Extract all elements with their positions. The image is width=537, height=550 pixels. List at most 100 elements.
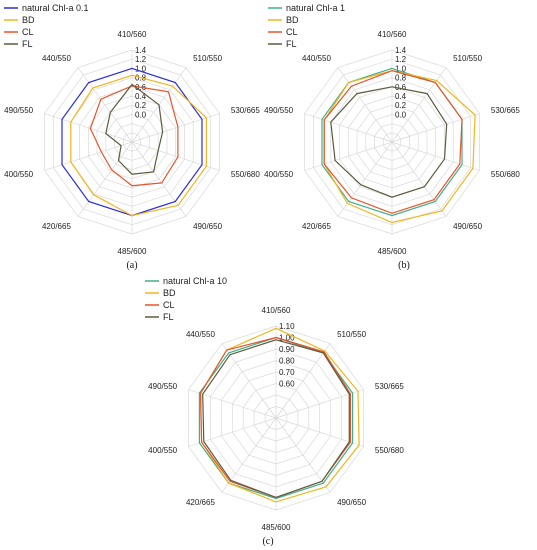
legend-entry: BD: [22, 15, 35, 25]
radar-series-group: [61, 67, 207, 217]
legend-entry: natural Chl-a 10: [163, 276, 227, 286]
grid-spoke: [275, 417, 331, 493]
radial-tick-label: 1.2: [135, 55, 147, 64]
grid-spoke: [391, 113, 480, 143]
legend-entry: FL: [22, 39, 33, 49]
legend: natural Chl-a 0.1 BD CL FL: [4, 3, 89, 49]
radar-grid: [304, 49, 480, 235]
legend-entry: FL: [286, 39, 297, 49]
legend-entry: CL: [286, 27, 298, 37]
category-label: 490/650: [453, 222, 482, 231]
radial-tick-label: 0.2: [135, 101, 147, 110]
radar-chart-a: 0.00.20.40.60.81.01.21.4 410/560 510/550 53…: [4, 3, 260, 271]
category-label: 420/665: [186, 498, 215, 507]
radial-tick-label: 0.2: [395, 101, 407, 110]
radial-tick-label: 1.0: [395, 64, 407, 73]
legend-entry: natural Chl-a 0.1: [22, 3, 89, 13]
category-label: 490/550: [4, 106, 33, 115]
radial-tick-label: 0.6: [395, 83, 407, 92]
category-label: 420/665: [42, 222, 71, 231]
radial-tick-label: 1.0: [135, 64, 147, 73]
category-label: 490/550: [148, 382, 177, 391]
category-label: 490/550: [264, 106, 293, 115]
radial-tick-label: 0.8: [395, 74, 407, 83]
radial-tick-label: 0.0: [395, 110, 407, 119]
radial-tick-labels: 0.00.20.40.60.81.01.21.4: [135, 46, 147, 119]
category-label: 400/550: [4, 170, 33, 179]
grid-spoke: [337, 67, 393, 143]
radial-tick-label: 1.2: [395, 55, 407, 64]
radar-series-line: [323, 70, 463, 214]
radial-tick-label: 1.4: [135, 46, 147, 55]
radial-tick-label: 0.0: [135, 110, 147, 119]
legend: natural Chl-a 10 BD CL FL: [145, 276, 227, 322]
category-label: 550/680: [231, 170, 260, 179]
grid-spoke: [44, 113, 133, 143]
category-label: 410/560: [378, 30, 407, 39]
category-label: 510/550: [453, 54, 482, 63]
category-label: 490/650: [193, 222, 222, 231]
category-label: 485/600: [118, 247, 147, 256]
radar-series-line: [202, 339, 350, 499]
category-label: 440/550: [186, 330, 215, 339]
grid-spoke: [391, 141, 447, 217]
legend-entry: BD: [163, 288, 176, 298]
category-labels: 410/560 510/550 530/665 550/680 490/650 485/6…: [4, 30, 260, 256]
radial-tick-label: 0.60: [279, 380, 295, 389]
category-label: 440/550: [42, 54, 71, 63]
legend-entry: FL: [163, 312, 174, 322]
category-label: 510/550: [193, 54, 222, 63]
radial-tick-label: 0.90: [279, 345, 295, 354]
radar-series-line: [89, 85, 179, 187]
radar-chart-b: 0.00.20.40.60.81.01.21.4 410/560 510/550 53…: [264, 3, 520, 271]
category-label: 400/550: [148, 446, 177, 455]
grid-spoke: [391, 67, 447, 143]
radial-tick-label: 0.70: [279, 368, 295, 377]
radial-tick-label: 1.4: [395, 46, 407, 55]
category-label: 550/680: [375, 446, 404, 455]
radial-tick-label: 1.00: [279, 334, 295, 343]
category-labels: 410/560 510/550 530/665 550/680 490/650 485/6…: [148, 306, 404, 532]
category-label: 485/600: [262, 523, 291, 532]
radar-series-group: [321, 67, 476, 224]
panel-label: (a): [126, 260, 137, 271]
radar-grid: [188, 325, 364, 511]
radar-series-line: [70, 74, 207, 217]
radar-series-line: [323, 70, 476, 224]
grid-spoke: [131, 141, 220, 171]
grid-spoke: [44, 141, 133, 171]
category-label: 530/665: [375, 382, 404, 391]
radar-series-line: [330, 86, 448, 198]
category-label: 530/665: [231, 106, 260, 115]
radial-tick-label: 0.4: [135, 92, 147, 101]
grid-spoke: [188, 417, 277, 447]
panel-label: (c): [262, 536, 273, 547]
radial-tick-label: 0.4: [395, 92, 407, 101]
category-label: 410/560: [118, 30, 147, 39]
grid-spoke: [337, 141, 393, 217]
panel-label: (b): [398, 260, 410, 271]
legend-entry: BD: [286, 15, 299, 25]
grid-spoke: [304, 113, 393, 143]
category-labels: 410/560 510/550 530/665 550/680 490/650 485/6…: [264, 30, 520, 256]
legend-entry: natural Chl-a 1: [286, 3, 345, 13]
category-label: 400/550: [264, 170, 293, 179]
category-label: 530/665: [491, 106, 520, 115]
radar-chart-c: 0.60 0.70 0.80 0.90 1.00 1.10 410/560 510/550 53…: [145, 276, 404, 547]
grid-spoke: [131, 113, 220, 143]
radial-tick-labels: 0.60 0.70 0.80 0.90 1.00 1.10: [279, 322, 295, 389]
category-label: 420/665: [302, 222, 331, 231]
legend-entry: CL: [22, 27, 34, 37]
grid-spoke: [391, 141, 480, 171]
grid-spoke: [304, 141, 393, 171]
category-label: 550/680: [491, 170, 520, 179]
category-label: 485/600: [378, 247, 407, 256]
grid-spoke: [221, 343, 277, 419]
legend-entry: CL: [163, 300, 175, 310]
category-label: 490/650: [337, 498, 366, 507]
category-label: 440/550: [302, 54, 331, 63]
radar-series-group: [198, 327, 360, 503]
category-label: 410/560: [262, 306, 291, 315]
radial-tick-labels: 0.00.20.40.60.81.01.21.4: [395, 46, 407, 119]
